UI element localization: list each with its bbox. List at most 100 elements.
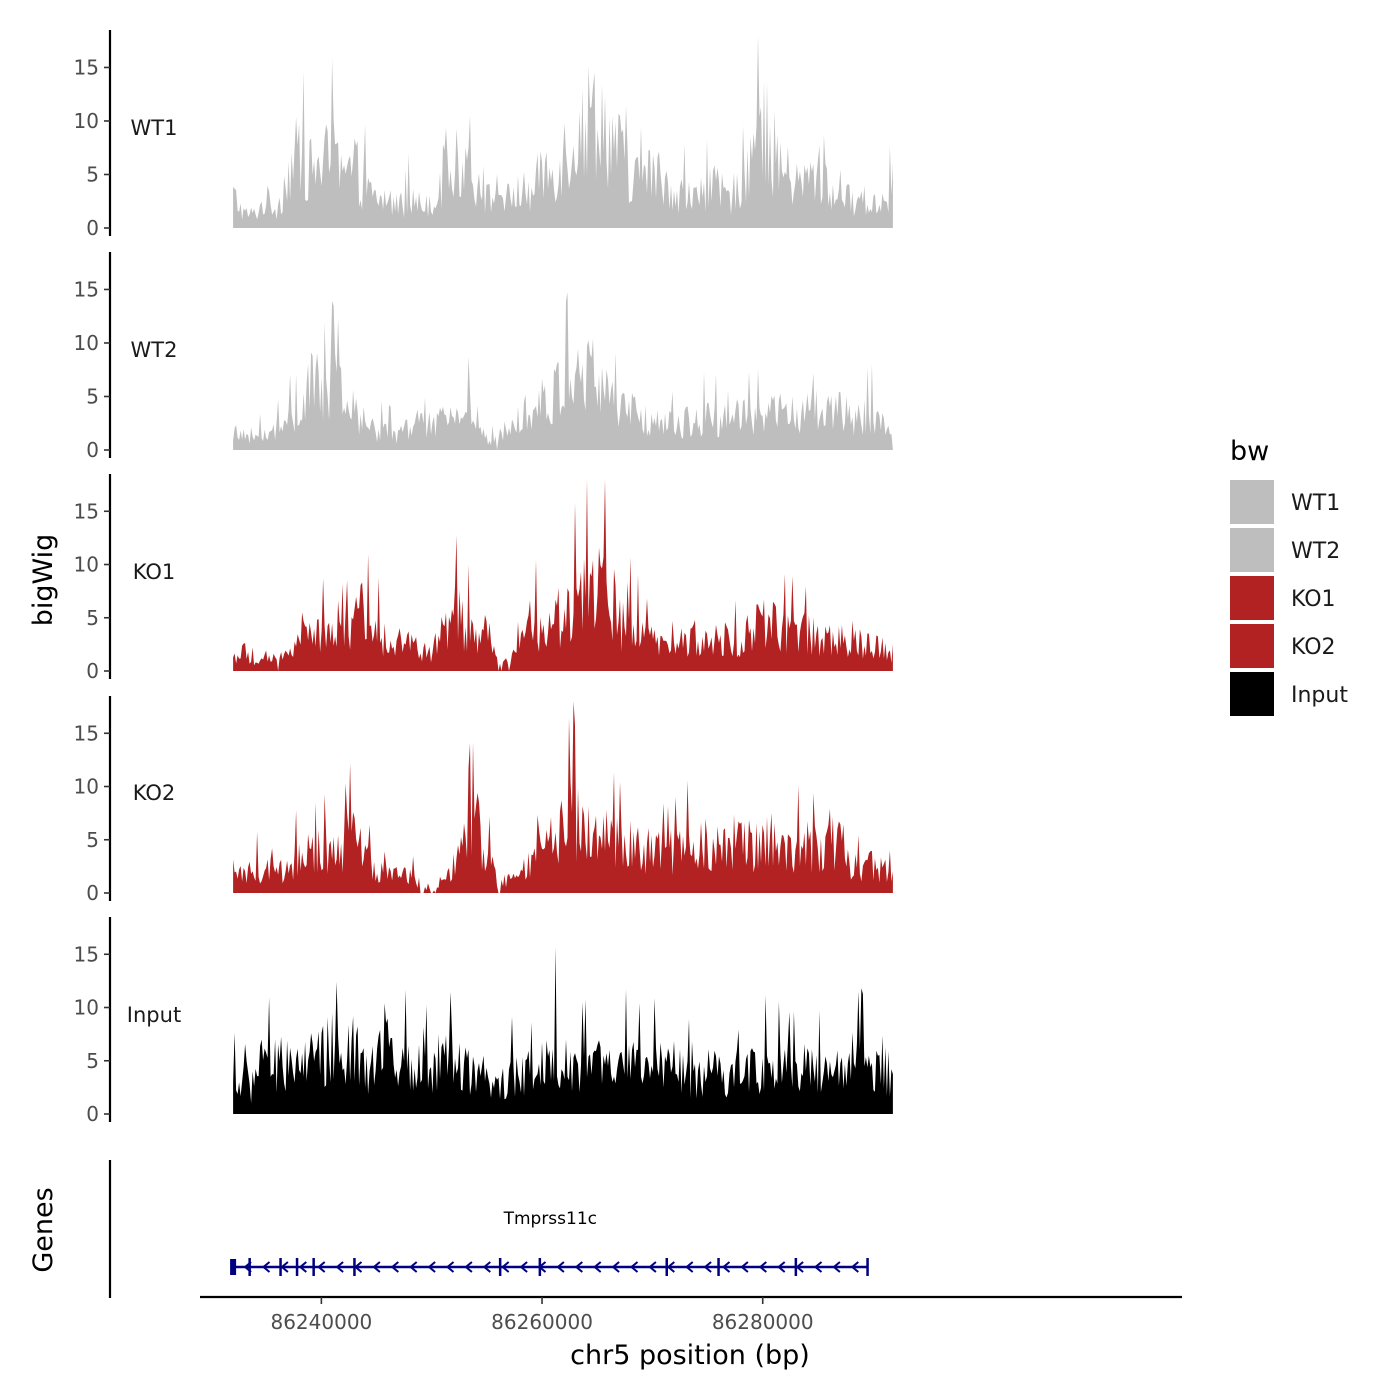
exon (312, 1258, 315, 1276)
y-tick-label: 10 (74, 109, 99, 133)
legend-title: bw (1230, 436, 1269, 467)
strand-arrow (335, 1261, 344, 1273)
exon (538, 1258, 542, 1276)
strand-arrow (740, 1261, 749, 1273)
gene-panel: Tmprss11c (108, 1160, 869, 1298)
track-label-ko2: KO2 (133, 781, 176, 805)
y-tick-label: 15 (74, 277, 99, 301)
exon (498, 1258, 502, 1276)
strand-arrow (721, 1261, 731, 1273)
x-tick-label: 86260000 (491, 1310, 593, 1334)
y-tick-label: 15 (74, 721, 99, 745)
strand-arrow (574, 1261, 583, 1273)
strand-arrow (409, 1261, 418, 1273)
track-label-ko1: KO1 (133, 560, 176, 584)
strand-arrow (832, 1261, 841, 1273)
strand-arrow (611, 1261, 620, 1273)
legend-label-ko2: KO2 (1291, 635, 1336, 660)
exon (279, 1258, 282, 1276)
track-label-input: Input (127, 1003, 181, 1027)
legend-swatch-ko1 (1230, 576, 1274, 620)
legend-label-wt1: WT1 (1291, 491, 1340, 516)
y-tick-label: 10 (74, 331, 99, 355)
x-axis: 86240000 86260000 86280000 (200, 1295, 1182, 1334)
track-input: 0 5 10 15 Input (74, 917, 893, 1126)
y-tick-label: 10 (74, 775, 99, 799)
x-tick-label: 86280000 (712, 1310, 814, 1334)
strand-arrow (390, 1261, 399, 1273)
y-tick-label: 10 (74, 996, 99, 1020)
strand-arrow (758, 1261, 767, 1273)
track-label-wt2: WT2 (131, 338, 178, 362)
strand-arrow (777, 1261, 786, 1273)
exon (230, 1259, 237, 1275)
exon (665, 1258, 668, 1276)
y-tick-label: 10 (74, 553, 99, 577)
legend-swatch-input (1230, 672, 1274, 716)
strand-arrow (298, 1261, 307, 1273)
y-tick-label: 5 (86, 162, 99, 186)
strand-arrow (703, 1261, 712, 1273)
legend: bw WT1 WT2 KO1 KO2 Input (1230, 436, 1348, 716)
strand-arrow (261, 1261, 271, 1273)
strand-arrow (445, 1261, 455, 1273)
x-tick-label: 86240000 (270, 1310, 372, 1334)
coverage-area-wt2 (233, 292, 893, 450)
y-tick-label: 15 (74, 55, 99, 79)
y-tick-label: 0 (86, 881, 99, 905)
exon (295, 1258, 299, 1276)
y-tick-label: 15 (74, 499, 99, 523)
strand-arrow (648, 1261, 657, 1273)
y-axis-title: bigWig (28, 534, 59, 627)
strand-arrow (482, 1261, 491, 1273)
strand-arrow (666, 1261, 675, 1273)
y-tick-label: 5 (86, 606, 99, 630)
gene-tmprss11c: Tmprss11c (230, 1209, 869, 1276)
coverage-area-wt1 (233, 35, 893, 229)
strand-arrow (501, 1261, 510, 1273)
legend-label-ko1: KO1 (1291, 587, 1336, 612)
strand-arrow (556, 1261, 565, 1273)
strand-arrow (317, 1261, 326, 1273)
exon (353, 1258, 356, 1276)
exon (717, 1258, 720, 1276)
legend-label-wt2: WT2 (1291, 539, 1340, 564)
strand-arrow (280, 1261, 289, 1273)
legend-swatch-ko2 (1230, 624, 1274, 668)
strand-arrow (372, 1261, 381, 1273)
exon (794, 1258, 798, 1276)
legend-swatch-wt1 (1230, 480, 1274, 524)
track-wt1: 0 5 10 15 WT1 (74, 30, 893, 240)
coverage-area-ko2 (233, 701, 893, 893)
coverage-area-ko1 (233, 479, 893, 671)
y-tick-label: 5 (86, 384, 99, 408)
y-tick-label: 0 (86, 659, 99, 683)
exon (866, 1258, 869, 1276)
track-ko1: 0 5 10 15 KO1 (74, 474, 893, 683)
y-tick-label: 0 (86, 438, 99, 462)
y-tick-label: 5 (86, 1049, 99, 1073)
strand-arrow (850, 1261, 859, 1273)
strand-arrow (593, 1261, 602, 1273)
y-tick-label: 0 (86, 216, 99, 240)
strand-arrow (427, 1261, 436, 1273)
track-panels: 0 5 10 15 WT1 0 5 10 15 WT2 0 5 10 15 KO1 0 5 10 15 KO2 0 5 10… (74, 30, 893, 1126)
track-label-wt1: WT1 (131, 116, 178, 140)
strand-arrow (464, 1261, 473, 1273)
strand-arrow (629, 1261, 639, 1273)
strand-arrow (685, 1261, 694, 1273)
y-tick-label: 5 (86, 828, 99, 852)
exon (248, 1258, 251, 1276)
coverage-area-input (233, 946, 893, 1114)
strand-arrow (519, 1261, 528, 1273)
y-tick-label: 15 (74, 942, 99, 966)
track-wt2: 0 5 10 15 WT2 (74, 252, 893, 462)
x-axis-title: chr5 position (bp) (570, 1340, 810, 1371)
legend-swatch-wt2 (1230, 528, 1274, 572)
track-ko2: 0 5 10 15 KO2 (74, 696, 893, 905)
gene-axis-title: Genes (28, 1187, 59, 1272)
strand-arrow (813, 1261, 823, 1273)
gene-label: Tmprss11c (503, 1209, 597, 1229)
y-tick-label: 0 (86, 1102, 99, 1126)
